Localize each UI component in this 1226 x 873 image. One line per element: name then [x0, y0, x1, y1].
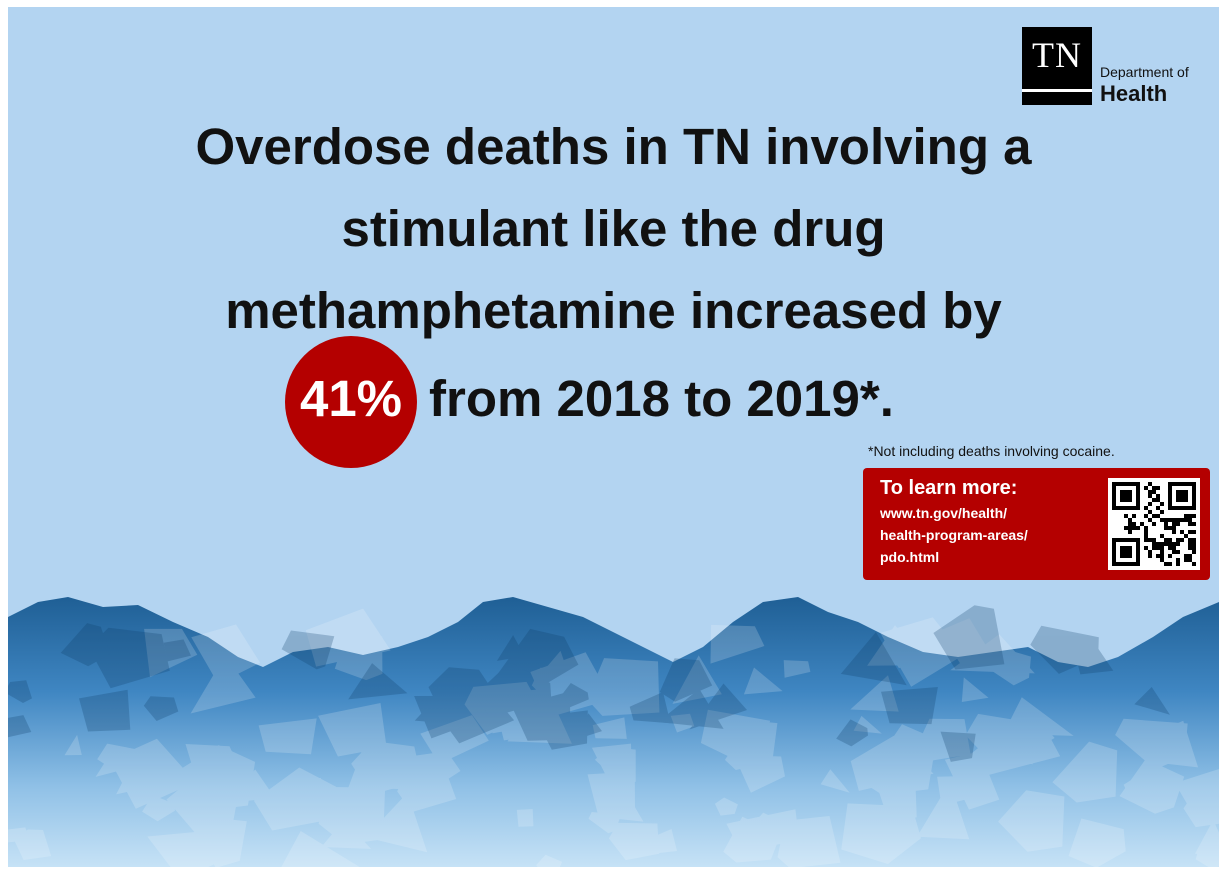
learn-more-url-line[interactable]: www.tn.gov/health/: [880, 505, 1008, 521]
learn-more-title: To learn more:: [880, 477, 1018, 499]
headline-line-2: stimulant like the drug: [341, 200, 886, 257]
logo-department-text: Department of: [1100, 64, 1189, 80]
learn-more-url-line[interactable]: pdo.html: [880, 549, 940, 565]
logo-tn-text: TN: [1032, 35, 1082, 75]
headline-line-1: Overdose deaths in TN involving a: [195, 118, 1032, 175]
footnote: *Not including deaths involving cocaine.: [868, 443, 1115, 459]
headline-line-4: from 2018 to 2019*.: [429, 370, 894, 427]
qr-code-icon[interactable]: [1108, 478, 1200, 570]
logo-health-text: Health: [1100, 81, 1168, 106]
tn-department-of-health-logo: TN Department of Health: [1022, 27, 1212, 109]
poster: TN Department of Health Overdose deaths …: [8, 7, 1219, 867]
percent-value: 41%: [299, 370, 403, 427]
learn-more-url-line[interactable]: health-program-areas/: [880, 527, 1028, 543]
logo-box: TN: [1022, 27, 1092, 105]
logo-underline: [1022, 89, 1092, 92]
crystal-meth-image: [8, 597, 1219, 867]
learn-more-box: To learn more: www.tn.gov/health/ health…: [863, 468, 1210, 580]
headline-line-3: methamphetamine increased by: [225, 282, 1002, 339]
percent-circle: [285, 336, 417, 468]
